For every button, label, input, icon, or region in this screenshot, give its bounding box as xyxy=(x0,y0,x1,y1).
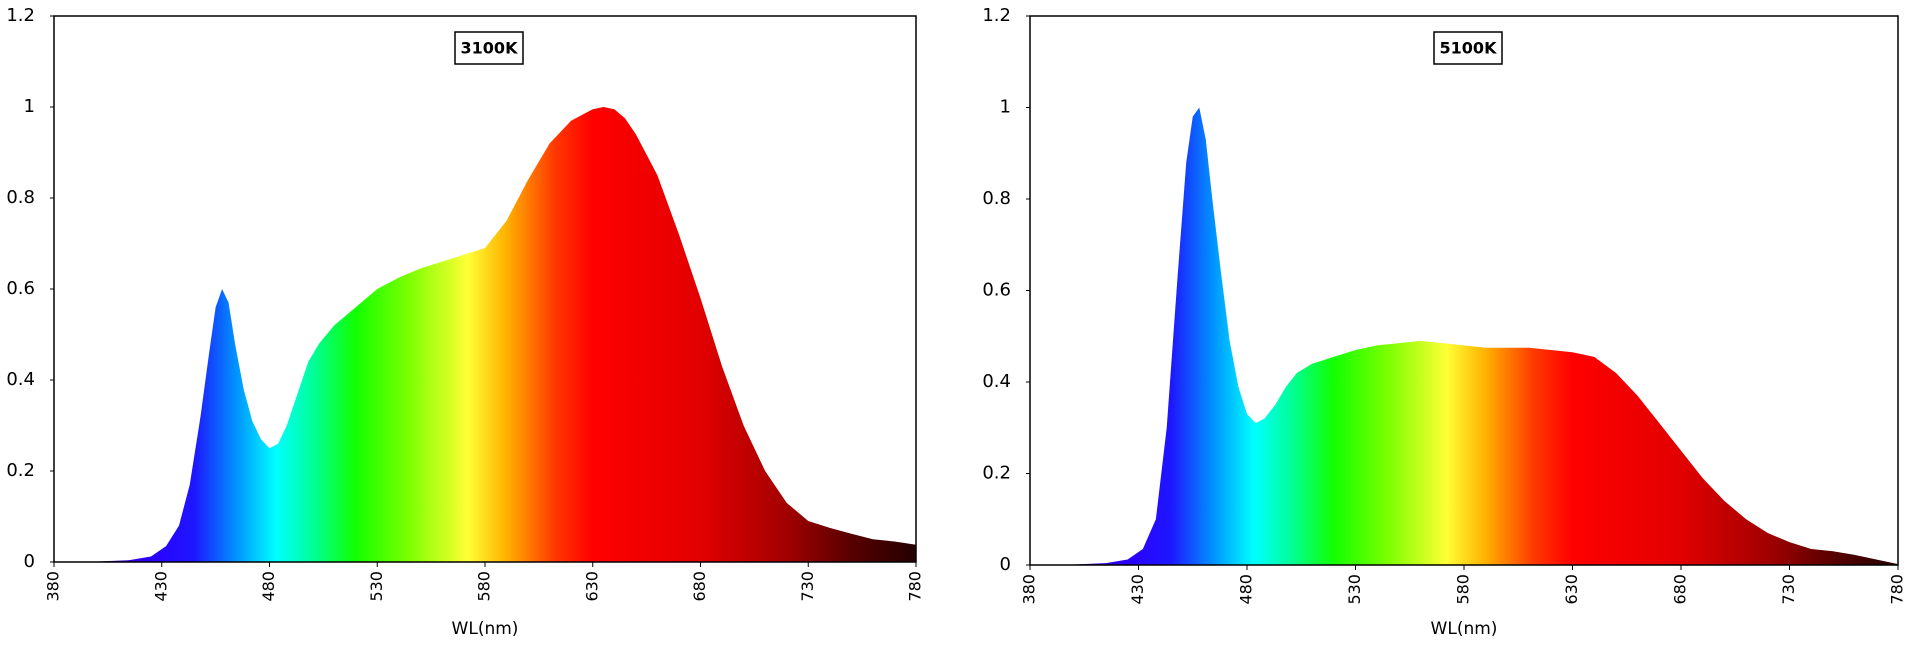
x-tick-label: 380 xyxy=(1020,574,1039,605)
x-tick-label: 730 xyxy=(798,571,817,602)
x-axis-label: WL(nm) xyxy=(1431,619,1498,639)
x-tick-label: 630 xyxy=(1562,574,1581,605)
x-tick-label: 580 xyxy=(1454,574,1473,605)
y-tick-label: 1.2 xyxy=(6,5,35,26)
chart-title: 5100K xyxy=(1440,39,1498,58)
chart-title-box: 3100K xyxy=(454,31,524,65)
x-tick-label: 730 xyxy=(1779,574,1798,605)
y-tick-label: 0 xyxy=(24,551,35,572)
y-tick-label: 0.6 xyxy=(982,280,1011,301)
title-border xyxy=(1433,31,1503,65)
spectrum-chart-3100k: 380 430 480 530 580 630 680 730 780 0 0.2 0.4 0.6 0.8… xyxy=(6,5,925,639)
spectrum-chart-3100k-svg: 380 430 480 530 580 630 680 730 780 0 0.2 0.4 0.6 0.8… xyxy=(6,5,925,639)
y-tick-label: 0.8 xyxy=(6,187,35,208)
x-axis-label: WL(nm) xyxy=(452,619,519,639)
y-tick-label: 1 xyxy=(1000,97,1011,118)
y-tick-label: 0.4 xyxy=(982,371,1011,392)
x-tick-label: 580 xyxy=(475,571,494,602)
y-tick-label: 0.4 xyxy=(6,369,35,390)
x-tick-label: 780 xyxy=(906,571,925,602)
spectrum-chart-5100k: 380 430 480 530 580 630 680 730 780 0 0.2 0.4 0.6 0.8… xyxy=(960,0,1920,646)
y-tick-label: 0 xyxy=(1000,554,1011,575)
chart-title-box: 5100K xyxy=(1433,31,1503,65)
x-tick-label: 780 xyxy=(1888,574,1907,605)
y-tick-label: 0.2 xyxy=(6,460,35,481)
chart-title: 3100K xyxy=(461,39,519,58)
x-tick-label: 680 xyxy=(1671,574,1690,605)
spectrum-chart-5100k-svg: 380 430 480 530 580 630 680 730 780 0 0.2 0.4 0.6 0.8… xyxy=(982,5,1907,639)
x-tick-label: 480 xyxy=(1237,574,1256,605)
y-tick-label: 1 xyxy=(24,96,35,117)
x-tick-label: 430 xyxy=(1128,574,1147,605)
spectrum-area xyxy=(1030,107,1898,565)
x-tick-label: 380 xyxy=(44,571,63,602)
y-tick-label: 0.6 xyxy=(6,278,35,299)
x-tick-label: 530 xyxy=(1345,574,1364,605)
x-tick-label: 680 xyxy=(690,571,709,602)
x-tick-label: 430 xyxy=(151,571,170,602)
y-tick-label: 1.2 xyxy=(982,5,1011,26)
x-tick-label: 630 xyxy=(582,571,601,602)
x-tick-label: 480 xyxy=(259,571,278,602)
x-tick-label: 530 xyxy=(367,571,386,602)
y-tick-label: 0.8 xyxy=(982,188,1011,209)
spectrum-area xyxy=(54,107,916,562)
title-border xyxy=(454,31,524,65)
y-tick-label: 0.2 xyxy=(982,463,1011,484)
